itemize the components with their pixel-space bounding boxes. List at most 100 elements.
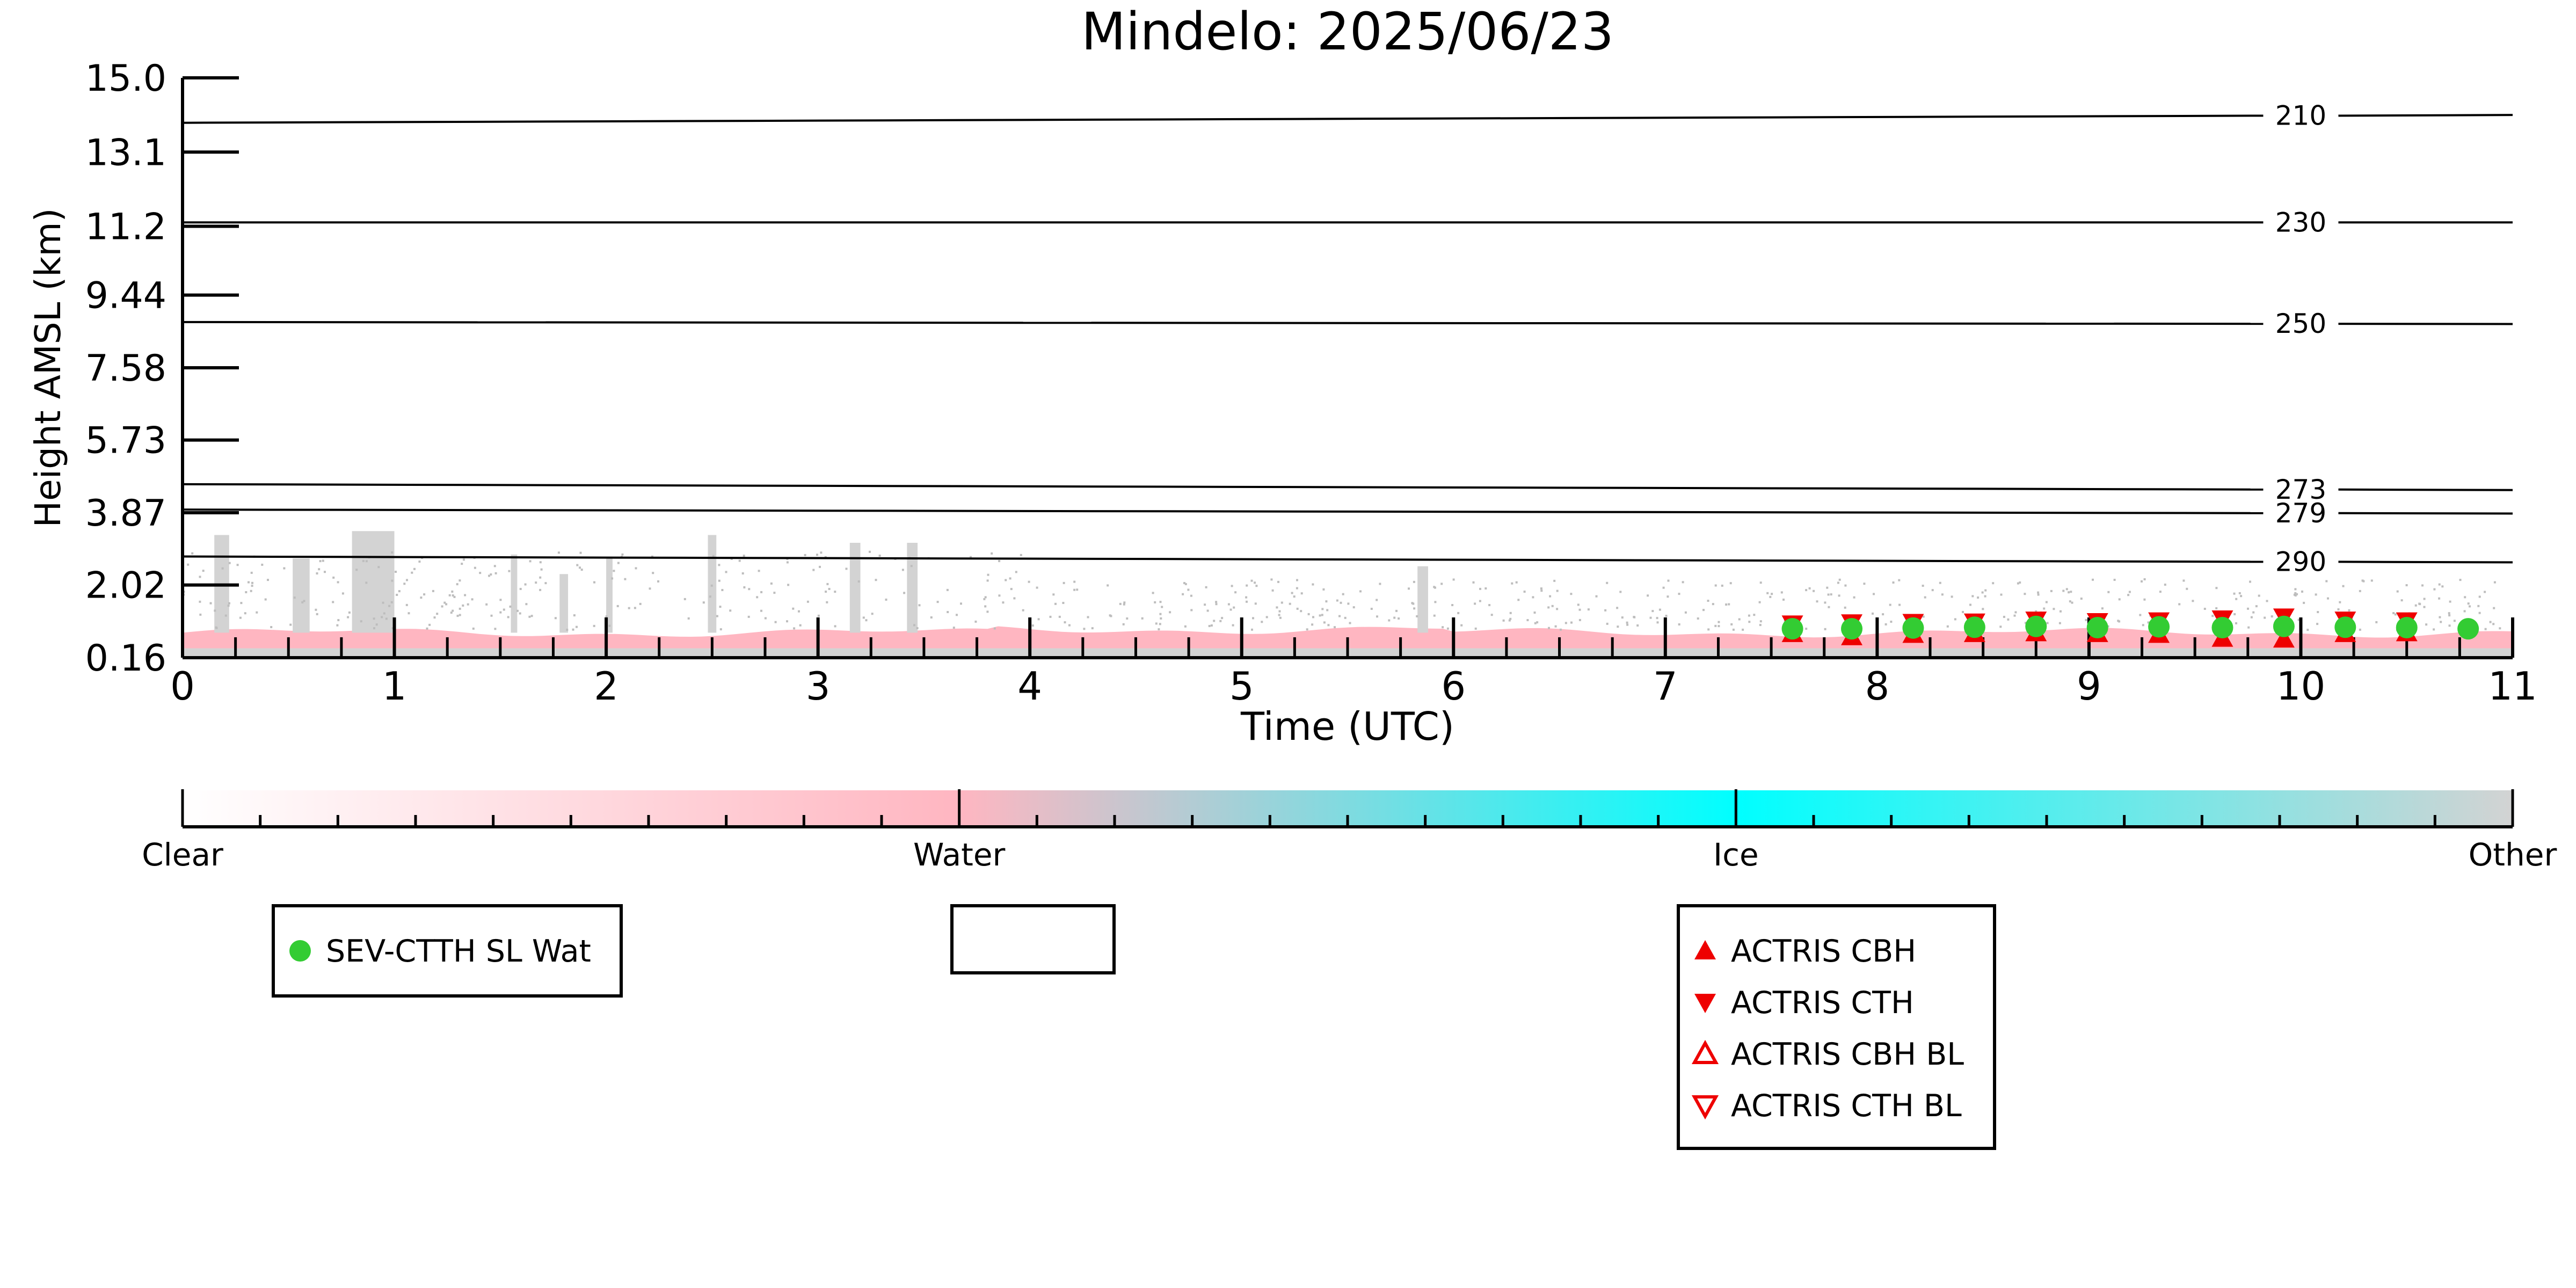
other-phase-speckle	[199, 613, 202, 616]
other-phase-speckle	[2419, 603, 2421, 606]
other-phase-speckle	[2484, 628, 2487, 630]
other-phase-speckle	[1526, 619, 1529, 621]
temperature-contour-line	[182, 321, 2264, 325]
other-phase-speckle	[1190, 594, 1192, 597]
other-phase-speckle	[228, 602, 230, 605]
other-phase-speckle	[2294, 592, 2297, 594]
other-phase-speckle	[426, 627, 428, 630]
other-phase-speckle	[264, 598, 267, 601]
other-phase-speckle	[1338, 615, 1341, 617]
other-phase-speckle	[834, 625, 836, 628]
other-phase-column	[849, 543, 861, 633]
other-phase-speckle	[987, 573, 989, 576]
other-phase-speckle	[593, 624, 595, 627]
other-phase-speckle	[729, 609, 732, 612]
other-phase-speckle	[1559, 628, 1562, 631]
other-phase-speckle	[322, 559, 324, 562]
other-phase-speckle	[1548, 627, 1550, 629]
other-phase-speckle	[974, 620, 977, 623]
other-phase-speckle	[2440, 621, 2442, 623]
other-phase-speckle	[719, 628, 722, 631]
other-phase-speckle	[1416, 615, 1418, 617]
other-phase-speckle	[1578, 618, 1581, 621]
other-phase-speckle	[1322, 588, 1325, 591]
other-phase-speckle	[651, 555, 653, 558]
other-phase-speckle	[324, 571, 326, 573]
x-tick-label: 4	[1017, 664, 1042, 709]
other-phase-speckle	[362, 559, 365, 562]
other-phase-speckle	[2142, 624, 2144, 627]
other-phase-speckle	[946, 588, 949, 591]
y-axis-label: Height AMSL (km)	[27, 208, 69, 528]
other-phase-speckle	[267, 579, 269, 581]
other-phase-speckle	[2459, 579, 2462, 581]
data-point	[2086, 616, 2108, 638]
other-phase-speckle	[187, 563, 190, 566]
other-phase-speckle	[806, 600, 809, 603]
other-phase-speckle	[613, 570, 615, 572]
other-phase-speckle	[1219, 620, 1222, 622]
other-phase-speckle	[490, 614, 493, 617]
other-phase-speckle	[1872, 612, 1874, 615]
other-phase-speckle	[683, 598, 686, 600]
other-phase-speckle	[1656, 617, 1658, 620]
other-phase-speckle	[1742, 628, 1744, 631]
other-phase-speckle	[474, 566, 476, 569]
other-phase-speckle	[2101, 607, 2104, 610]
other-phase-speckle	[2062, 590, 2065, 592]
other-phase-speckle	[1221, 617, 1224, 620]
other-phase-speckle	[2258, 594, 2260, 597]
other-phase-speckle	[2303, 601, 2305, 604]
other-phase-speckle	[710, 584, 713, 587]
other-phase-speckle	[1490, 614, 1493, 616]
other-phase-speckle	[316, 572, 318, 574]
other-phase-speckle	[191, 552, 194, 555]
other-phase-speckle	[573, 614, 576, 617]
other-phase-speckle	[2186, 587, 2188, 590]
other-phase-speckle	[1570, 621, 1573, 624]
other-phase-speckle	[2107, 591, 2110, 593]
y-tick-label: 7.58	[85, 347, 166, 390]
other-phase-speckle	[251, 585, 253, 587]
other-phase-speckle	[2425, 623, 2428, 626]
other-phase-speckle	[1678, 623, 1680, 625]
other-phase-speckle	[2327, 597, 2329, 600]
other-phase-speckle	[2301, 590, 2303, 593]
other-phase-speckle	[2240, 595, 2243, 598]
other-phase-speckle	[1898, 603, 1901, 606]
other-phase-speckle	[1748, 621, 1751, 623]
other-phase-speckle	[634, 607, 636, 609]
other-phase-column	[293, 558, 310, 633]
other-phase-speckle	[1009, 577, 1012, 580]
other-phase-speckle	[716, 615, 718, 617]
other-phase-speckle	[365, 581, 368, 584]
other-phase-speckle	[443, 601, 446, 604]
other-phase-speckle	[1261, 621, 1263, 623]
other-phase-speckle	[1205, 586, 1207, 588]
legend-marker	[1691, 1039, 1719, 1064]
data-point	[2273, 615, 2295, 637]
other-phase-speckle	[1347, 602, 1350, 605]
other-phase-speckle	[524, 583, 527, 586]
other-phase-speckle	[1187, 588, 1190, 591]
other-phase-speckle	[1010, 588, 1013, 591]
other-phase-speckle	[1554, 625, 1557, 628]
other-phase-speckle	[2293, 593, 2296, 596]
other-phase-speckle	[2085, 618, 2087, 621]
other-phase-speckle	[1278, 614, 1280, 616]
other-phase-speckle	[1769, 595, 1772, 598]
other-phase-speckle	[528, 615, 531, 618]
other-phase-speckle	[1667, 579, 1670, 582]
other-phase-speckle	[1992, 582, 1995, 585]
other-phase-speckle	[2392, 612, 2395, 614]
other-phase-speckle	[1265, 616, 1268, 618]
other-phase-speckle	[1844, 606, 1846, 609]
other-phase-speckle	[1678, 593, 1680, 595]
other-phase-speckle	[1922, 615, 1925, 618]
other-phase-speckle	[1412, 602, 1415, 605]
other-phase-speckle	[494, 628, 497, 630]
other-phase-speckle	[1296, 607, 1299, 610]
other-phase-speckle	[1234, 591, 1237, 594]
other-phase-speckle	[834, 591, 836, 593]
other-phase-speckle	[1319, 614, 1321, 617]
